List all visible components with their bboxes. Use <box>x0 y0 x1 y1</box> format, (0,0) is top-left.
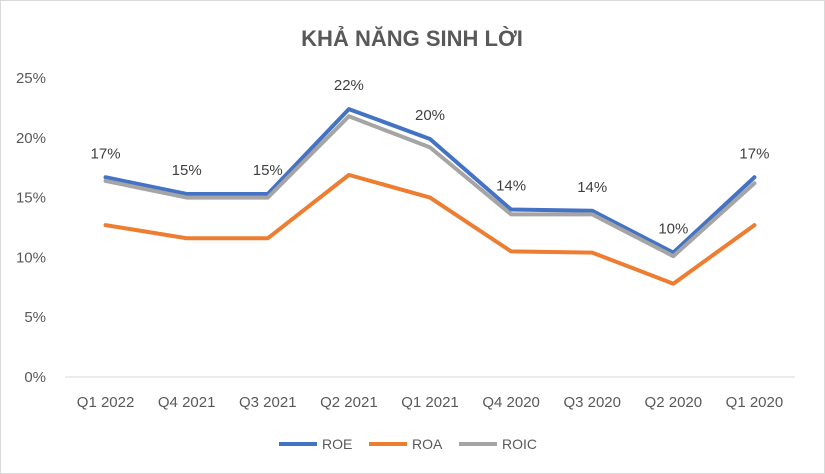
chart-title: KHẢ NĂNG SINH LỜI <box>301 26 523 51</box>
x-tick-label: Q2 2020 <box>645 394 703 411</box>
y-tick-label: 10% <box>16 249 46 266</box>
x-tick-label: Q1 2020 <box>726 394 784 411</box>
x-tick-label: Q2 2021 <box>320 394 378 411</box>
roe-data-label: 10% <box>658 221 688 238</box>
x-tick-label: Q1 2022 <box>77 394 135 411</box>
series-roe-line <box>103 107 757 255</box>
x-tick-label: Q3 2021 <box>239 394 297 411</box>
axes: 0% 5% 10% 15% 20% 25% Q1 2022 Q4 2021 Q3 2021 Q2 … <box>16 70 795 411</box>
series-roa-line <box>103 172 757 286</box>
roe-data-label: 14% <box>577 179 607 196</box>
y-tick-label: 0% <box>24 369 46 386</box>
x-tick-label: Q4 2021 <box>158 394 216 411</box>
roe-data-label: 20% <box>415 107 445 124</box>
y-tick-label: 20% <box>16 130 46 147</box>
roe-data-label: 15% <box>172 162 202 179</box>
roe-data-label: 22% <box>334 77 364 94</box>
roe-data-label: 17% <box>91 145 121 162</box>
series-layer <box>103 107 757 286</box>
series-roic-line <box>103 114 757 259</box>
x-tick-label: Q1 2021 <box>401 394 459 411</box>
legend: ROE ROA ROIC <box>279 436 537 452</box>
y-tick-label: 15% <box>16 190 46 207</box>
x-tick-label: Q4 2020 <box>482 394 540 411</box>
data-labels: 17% 15% 15% 22% 20% 14% 14% 10% 17% <box>91 77 770 238</box>
roe-data-label: 15% <box>253 162 283 179</box>
y-tick-label: 25% <box>16 70 46 87</box>
y-tick-label: 5% <box>24 309 46 326</box>
legend-roa-label: ROA <box>412 436 443 452</box>
roe-data-label: 14% <box>496 178 526 195</box>
x-tick-label: Q3 2020 <box>563 394 621 411</box>
roe-data-label: 17% <box>739 145 769 162</box>
legend-roic-label: ROIC <box>502 436 537 452</box>
legend-roe-label: ROE <box>322 436 352 452</box>
